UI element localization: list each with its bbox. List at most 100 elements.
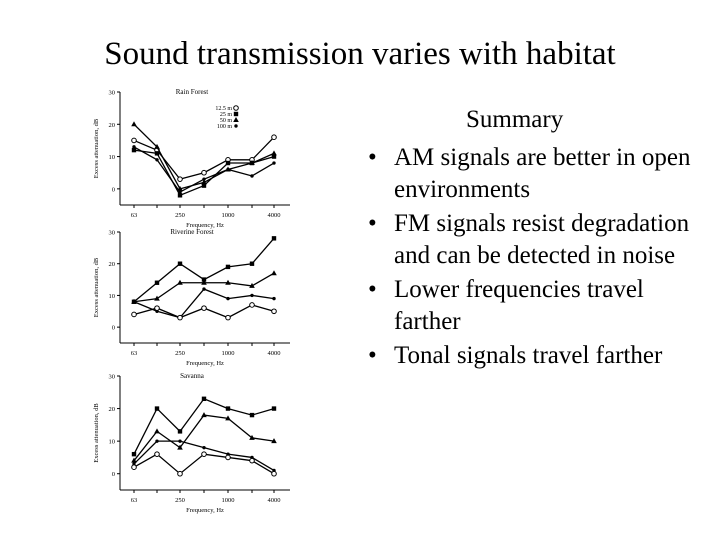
data-point [131, 121, 137, 127]
data-point [202, 177, 206, 181]
summary-bullet: Lower frequencies travel farther [368, 274, 708, 338]
data-point [249, 434, 255, 440]
data-point [201, 169, 207, 176]
data-point [271, 134, 277, 140]
data-point [131, 137, 137, 144]
data-point [177, 279, 183, 285]
data-point [177, 261, 183, 266]
data-point [177, 429, 183, 434]
data-point [249, 457, 255, 464]
chart-title: Rain Forest [176, 88, 209, 96]
x-tick-label: 250 [175, 350, 185, 357]
data-point [271, 438, 277, 444]
slide-title: Sound transmission varies with habitat [104, 36, 616, 72]
data-point [233, 117, 239, 122]
data-point [226, 167, 230, 172]
data-point [131, 311, 137, 318]
data-point [202, 287, 206, 291]
x-tick-label: 63 [131, 212, 138, 219]
data-series [131, 302, 277, 321]
y-tick-label: 10 [109, 154, 116, 161]
summary-panel: Summary AM signals are better in open en… [368, 104, 708, 374]
chart-title: Riverine Forest [170, 228, 213, 236]
x-tick-label: 1000 [222, 212, 235, 219]
data-point [272, 161, 276, 165]
data-point [155, 158, 159, 162]
x-tick-label: 4000 [268, 497, 281, 504]
data-point [154, 428, 160, 434]
data-point [225, 279, 231, 285]
data-point [225, 264, 231, 270]
x-tick-label: 250 [175, 212, 185, 219]
data-point [177, 444, 183, 450]
data-point [201, 412, 207, 418]
x-axis-label: Frequency, Hz [186, 222, 224, 229]
y-tick-label: 0 [112, 186, 115, 193]
data-series [131, 396, 277, 457]
data-point [271, 150, 277, 156]
data-point [233, 105, 239, 111]
data-point [225, 415, 231, 421]
y-tick-label: 30 [109, 90, 116, 97]
data-point [131, 464, 137, 471]
chart-panel [117, 375, 290, 493]
data-point [250, 174, 254, 178]
data-point [131, 451, 137, 457]
summary-bullet: FM signals resist degradation and can be… [368, 208, 708, 272]
x-tick-label: 1000 [222, 497, 235, 504]
data-point [131, 147, 137, 153]
data-point [132, 145, 136, 149]
y-tick-label: 20 [109, 122, 116, 129]
summary-bullet: Tonal signals travel farther [368, 340, 708, 372]
x-tick-label: 63 [131, 350, 138, 357]
data-point [271, 308, 277, 315]
data-point [249, 261, 255, 266]
data-point [271, 236, 277, 241]
legend-label: 25 m [220, 112, 233, 118]
legend-label: 12.5 m [215, 106, 232, 112]
data-point [201, 451, 207, 457]
data-point [201, 183, 207, 188]
y-tick-label: 30 [109, 374, 116, 381]
y-tick-label: 0 [112, 325, 115, 332]
chart-title: Savanna [180, 372, 205, 380]
x-tick-label: 4000 [268, 350, 281, 357]
data-point [178, 439, 182, 443]
x-tick-label: 4000 [268, 212, 281, 219]
data-point [177, 470, 183, 477]
summary-bullet: AM signals are better in open environmen… [368, 142, 708, 206]
x-tick-label: 63 [131, 497, 138, 504]
data-point [154, 295, 160, 301]
summary-heading: Summary [466, 106, 564, 133]
series-line [133, 237, 275, 303]
data-point [202, 445, 206, 450]
summary-bullet-list: AM signals are better in open environmen… [368, 142, 708, 372]
data-point [250, 293, 254, 298]
legend-label: 100 m [217, 124, 233, 130]
data-point [177, 314, 183, 321]
chart-panel [117, 231, 290, 346]
data-series [131, 236, 277, 304]
data-point [201, 179, 207, 185]
x-tick-label: 1000 [222, 350, 235, 357]
y-tick-label: 20 [109, 261, 116, 268]
data-point [155, 439, 159, 443]
data-series [131, 412, 277, 463]
data-point [154, 151, 160, 156]
data-point [131, 457, 137, 463]
data-point [201, 396, 207, 401]
data-point [154, 451, 160, 457]
y-tick-label: 0 [112, 471, 115, 478]
y-tick-label: 30 [109, 230, 116, 237]
y-tick-label: 10 [109, 439, 116, 446]
data-series [131, 270, 277, 304]
data-point [271, 470, 277, 477]
data-point [234, 124, 238, 128]
data-point [177, 193, 183, 198]
data-point [233, 111, 239, 117]
data-point [201, 277, 207, 282]
x-axis-label: Frequency, Hz [186, 507, 224, 514]
data-point [154, 280, 160, 285]
y-tick-label: 20 [109, 406, 116, 413]
